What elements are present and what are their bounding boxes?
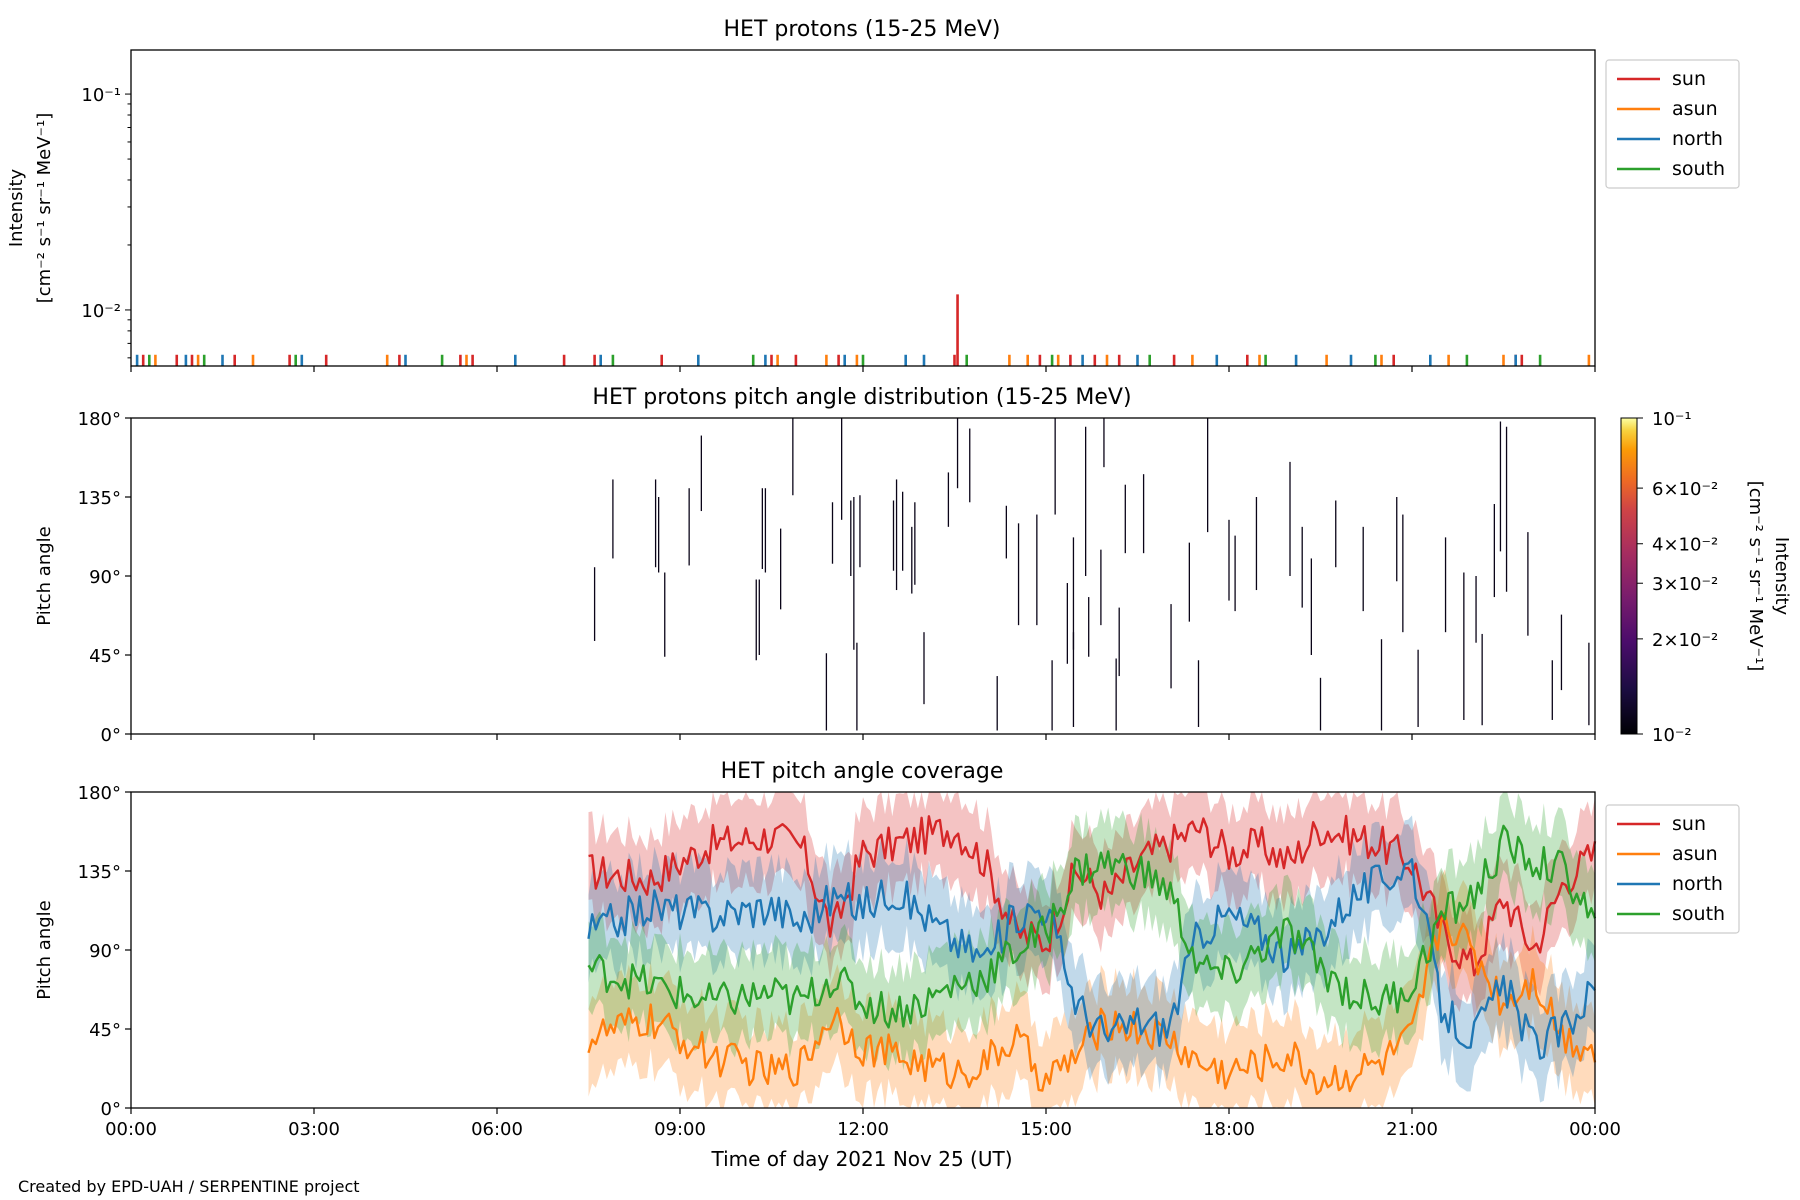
x-tick-label: 21:00 [1386,1119,1438,1140]
panel3-legend: sun asun north south [1605,804,1740,934]
panel1-ylabel-line1: Intensity [6,168,27,247]
panel2-axes [130,417,1596,735]
y-tick-label: 90° [89,941,121,962]
panel1-x-ticks [130,366,1596,372]
panel2-segments [593,418,1590,731]
panel2-x-ticks [130,734,1596,740]
panel2-y-axis: 0° 45° 90° 135° 180° [78,409,131,746]
panel-intensity: HET protons (15-25 MeV) 10⁻² 10⁻¹ Intensi… [6,17,1740,372]
x-axis-label: Time of day 2021 Nov 25 (UT) [711,1147,1013,1171]
legend-frame [1605,59,1740,189]
y-tick-label: 135° [78,862,121,883]
colorbar-label-line1: Intensity [1771,537,1792,616]
y-tick-label: 180° [78,783,121,804]
x-tick-label: 00:00 [105,1119,157,1140]
x-tick-label: 06:00 [471,1119,523,1140]
panel3-y-axis: 0° 45° 90° 135° 180° [78,783,131,1120]
credit-text: Created by EPD-UAH / SERPENTINE project [18,1177,360,1196]
colorbar-tick-label: 3×10⁻² [1652,574,1718,595]
north-band [588,815,1595,1103]
colorbar [1620,417,1638,735]
y-tick-label: 45° [89,1020,121,1041]
y-tick-label: 0° [101,1099,121,1120]
x-tick-label: 12:00 [837,1119,889,1140]
legend-label-asun: asun [1672,843,1718,865]
panel2-ylabel: Pitch angle [34,526,55,625]
legend-label-sun: sun [1672,813,1706,835]
legend-frame [1605,804,1740,934]
y-tick-label: 10⁻¹ [81,85,121,106]
x-tick-label: 15:00 [1020,1119,1072,1140]
sun-band [588,792,1595,1020]
colorbar-tick-label: 6×10⁻² [1652,479,1718,500]
colorbar-ticks: 10⁻¹ 6×10⁻² 4×10⁻² 3×10⁻² 2×10⁻² 10⁻² [1637,409,1718,746]
legend-label-south: south [1672,158,1725,180]
colorbar-tick-label: 2×10⁻² [1652,630,1718,651]
panel1-ylabel-line2: [cm⁻² s⁻¹ sr⁻¹ MeV⁻¹] [34,113,55,304]
x-tick-label: 18:00 [1203,1119,1255,1140]
legend-label-north: north [1672,873,1723,895]
panel1-axes [130,49,1596,367]
x-tick-label: 00:00 [1569,1119,1621,1140]
y-tick-label: 0° [101,725,121,746]
y-tick-label: 135° [78,488,121,509]
legend-label-south: south [1672,903,1725,925]
panel3-x-ticks: 00:00 03:00 06:00 09:00 12:00 15:00 18:00 21:00… [105,1108,1621,1140]
panel3-lines [587,814,1597,1096]
x-tick-label: 03:00 [288,1119,340,1140]
panel-pitch-coverage: HET pitch angle coverage 0° 45° 90° 135° 180… [34,759,1740,1171]
colorbar-tick-label: 10⁻¹ [1652,409,1692,430]
legend-label-sun: sun [1672,68,1706,90]
colorbar-tick-label: 10⁻² [1652,725,1692,746]
panel1-legend: sun asun north south [1605,59,1740,189]
south-line [587,824,1597,1029]
panel3-bands [588,792,1595,1108]
panel3-title: HET pitch angle coverage [721,759,1004,784]
colorbar-label-line2: [cm⁻² s⁻¹ sr⁻¹ MeV⁻¹] [1745,481,1766,672]
panel1-spikes [135,294,1591,366]
y-tick-label: 45° [89,646,121,667]
panel2-title: HET protons pitch angle distribution (15… [592,385,1131,410]
colorbar-tick-label: 4×10⁻² [1652,535,1718,556]
asun-band [588,869,1595,1108]
y-tick-label: 10⁻² [81,301,121,322]
panel1-y-axis: 10⁻² 10⁻¹ [81,85,131,359]
panel-pitch-distribution: HET protons pitch angle distribution (15… [34,385,1792,746]
panel3-ylabel: Pitch angle [34,900,55,999]
x-tick-label: 09:00 [654,1119,706,1140]
legend-label-asun: asun [1672,98,1718,120]
north-line [587,858,1596,1060]
y-tick-label: 90° [89,567,121,588]
legend-label-north: north [1672,128,1723,150]
panel1-title: HET protons (15-25 MeV) [724,17,1001,42]
y-tick-label: 180° [78,409,121,430]
